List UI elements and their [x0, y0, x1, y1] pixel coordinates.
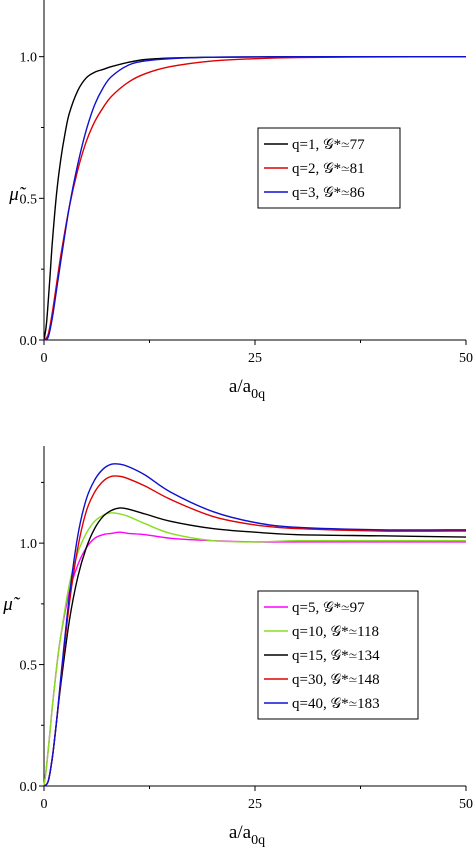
legend-label: q=3, 𝒢*≃86 — [292, 185, 365, 201]
y-tick-label: 0.0 — [20, 780, 38, 795]
series-line-5 — [43, 463, 467, 787]
x-tick-label: 0 — [41, 351, 48, 366]
y-axis-title: μ̃ — [2, 594, 21, 615]
x-tick-label: 50 — [459, 797, 473, 812]
legend: q=5, 𝒢*≃97 q=10, 𝒢*≃118 q=15, 𝒢*≃134 q=30, … — [257, 590, 419, 720]
x-tick-label: 50 — [459, 351, 473, 366]
y-tick-label: 1.0 — [20, 51, 38, 66]
legend-label: q=40, 𝒢*≃183 — [292, 696, 380, 712]
legend: q=1, 𝒢*≃77 q=2, 𝒢*≃81 q=3, 𝒢*≃86 — [257, 127, 401, 209]
legend-box — [257, 127, 401, 209]
y-tick-label: 1.0 — [20, 537, 38, 552]
series-line-3 — [43, 55, 467, 341]
x-tick-label: 25 — [248, 351, 262, 366]
legend-label: q=30, 𝒢*≃148 — [292, 672, 380, 688]
legend-label: q=15, 𝒢*≃134 — [292, 648, 380, 664]
y-tick-label: 0.0 — [20, 334, 38, 349]
series-line-2 — [43, 55, 467, 341]
legend-label: q=2, 𝒢*≃81 — [292, 161, 365, 177]
legend-label: q=5, 𝒢*≃97 — [292, 600, 365, 616]
legend-label: q=10, 𝒢*≃118 — [292, 624, 379, 640]
chart-2: 0.0 0.5 1.0 0 25 50 a/a0q μ̃ q=5, 𝒢*≃97 q=10, 𝒢*≃… — [2, 446, 473, 848]
y-tick-label: 0.5 — [20, 192, 38, 207]
x-tick-label: 25 — [248, 797, 262, 812]
x-axis-title: a/a0q — [229, 822, 265, 848]
legend-label: q=1, 𝒢*≃77 — [292, 137, 365, 153]
x-tick-label: 0 — [41, 797, 48, 812]
series-line-1 — [43, 55, 467, 341]
x-axis-title: a/a0q — [229, 376, 265, 402]
y-tick-label: 0.5 — [20, 659, 38, 674]
